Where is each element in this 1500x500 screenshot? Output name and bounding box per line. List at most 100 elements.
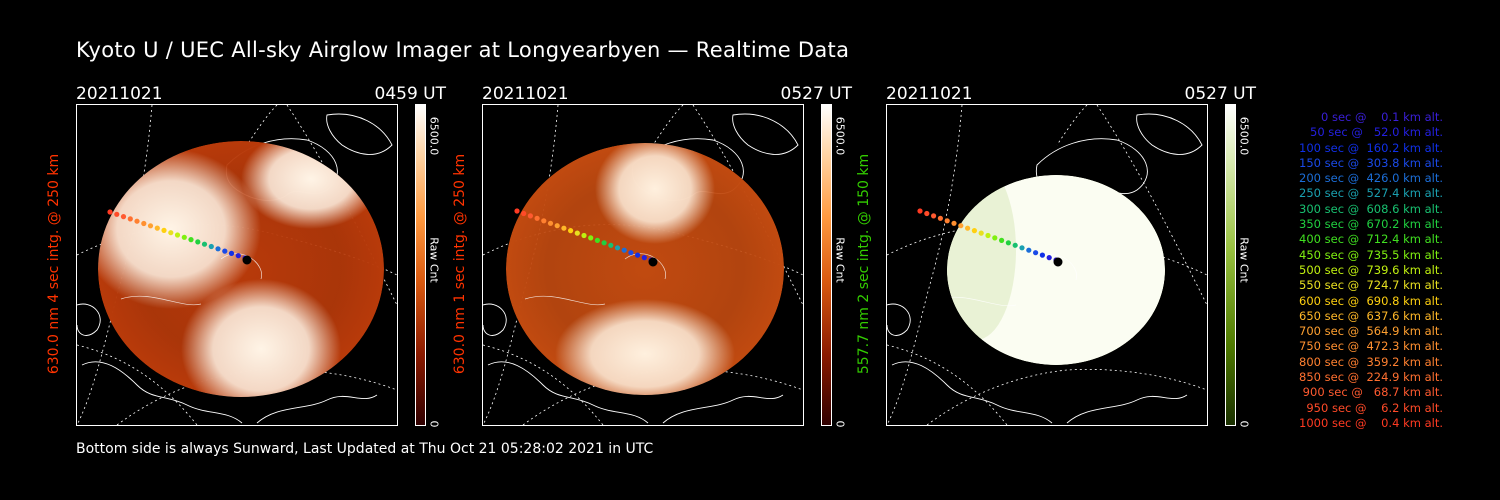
legend-row: 300 sec @ 608.6 km alt. [1295, 201, 1443, 216]
track-point [614, 245, 621, 251]
track-point [985, 232, 991, 239]
coastline-greenland [887, 303, 911, 336]
track-point [521, 210, 527, 217]
track-point [971, 228, 977, 234]
bright-region [595, 143, 715, 244]
track-point [628, 250, 634, 256]
track-point [188, 237, 194, 243]
track-point [541, 218, 547, 224]
track-point [1019, 245, 1025, 251]
legend-row: 350 sec @ 670.2 km alt. [1295, 217, 1443, 232]
track-point [999, 237, 1005, 243]
track-point [134, 218, 140, 224]
colorbar-max: 6500.0 [1237, 116, 1251, 156]
coastline-scandinavia [81, 361, 243, 424]
all-sky-image-frame [482, 104, 804, 426]
panel-time: 0527 UT [780, 84, 853, 104]
legend-row: 950 sec @ 6.2 km alt. [1302, 400, 1443, 415]
track-point [1033, 250, 1039, 256]
panel-ylabel: 630.0 nm 1 sec intg. @ 250 km [452, 153, 468, 375]
grid-line [246, 105, 278, 146]
track-point [161, 227, 167, 233]
track-point [924, 210, 930, 217]
page-title: Kyoto U / UEC All-sky Airglow Imager at … [76, 38, 850, 62]
legend-row: 550 sec @ 724.7 km alt. [1295, 278, 1443, 293]
panel-date: 20211021 [482, 84, 569, 104]
coastline-greenland [77, 303, 101, 336]
all-sky-image [77, 105, 397, 425]
track-point [527, 213, 533, 219]
legend-row: 50 sec @ 52.0 km alt. [1302, 125, 1443, 140]
track-point [114, 211, 120, 217]
coastline-franz-josef [326, 113, 393, 155]
track-point [1005, 240, 1011, 246]
colorbar-max: 6500.0 [833, 116, 847, 156]
grid-line [926, 368, 1207, 425]
legend-row: 450 sec @ 735.5 km alt. [1295, 247, 1443, 262]
legend-row: 400 sec @ 712.4 km alt. [1295, 232, 1443, 247]
track-point [228, 250, 235, 256]
colorbar-min: 0 [1237, 420, 1251, 428]
track-point [222, 248, 228, 254]
track-point [574, 230, 580, 236]
track-point [201, 241, 208, 247]
track-point [208, 243, 214, 250]
coastline-franz-josef [732, 113, 799, 155]
coastline-scandinavia [891, 361, 1053, 424]
bright-region [181, 279, 341, 397]
track-point [547, 220, 554, 226]
legend-row: 250 sec @ 527.4 km alt. [1295, 186, 1443, 201]
track-point [937, 215, 943, 221]
grid-line [652, 105, 684, 146]
grid-line [77, 344, 198, 425]
panel-2: 20211021 0527 UT 630.0 nm 1 sec intg. @ … [452, 84, 853, 430]
track-point [195, 239, 201, 245]
grid-line [887, 224, 1207, 276]
track-point [635, 252, 641, 258]
panel-1: 20211021 0459 UT 630.0 nm 4 sec intg. @ … [46, 84, 446, 430]
track-point [1026, 247, 1032, 253]
legend-row: 900 sec @ 68.7 km alt. [1299, 385, 1443, 400]
track-point [581, 232, 587, 239]
footer-note: Bottom side is always Sunward, Last Upda… [76, 441, 654, 457]
panel-ylabel: 557.7 nm 2 sec intg. @ 150 km [856, 153, 872, 375]
grid-line [1056, 105, 1088, 146]
sky-image [506, 143, 784, 395]
track-point [168, 230, 174, 236]
all-sky-image [887, 105, 1207, 425]
colorbar-unit: Raw Cnt [833, 237, 847, 283]
bright-region [241, 141, 381, 229]
satellite-track [107, 209, 252, 265]
grid-line [116, 368, 397, 425]
colorbar-min: 0 [833, 420, 847, 428]
track-point [215, 246, 221, 252]
coastline-franz-josef [1136, 113, 1203, 155]
track-point [608, 242, 614, 248]
track-point [1039, 252, 1045, 258]
track-point [568, 228, 574, 234]
satellite-track [514, 208, 658, 267]
colorbar [1225, 104, 1236, 426]
track-point [235, 253, 241, 259]
track-point [107, 209, 113, 215]
track-point [965, 225, 971, 231]
legend-row: 200 sec @ 426.0 km alt. [1295, 171, 1443, 186]
coastline-kola [662, 394, 784, 424]
track-point [181, 234, 187, 240]
legend-row: 800 sec @ 359.2 km alt. [1295, 354, 1443, 369]
track-point [154, 225, 160, 231]
track-point [174, 232, 181, 238]
track-point [951, 220, 957, 226]
track-point [1012, 242, 1018, 248]
colorbar [821, 104, 832, 426]
panel-3: 20211021 0527 UT 557.7 nm 2 sec intg. @ … [856, 84, 1256, 430]
satellite-track [917, 208, 1063, 267]
coastline [524, 295, 606, 306]
track-point [958, 223, 964, 229]
track-point [514, 208, 520, 214]
coastline-kola [1066, 394, 1188, 424]
station-marker [648, 257, 658, 267]
track-point [1046, 255, 1052, 261]
panel-date: 20211021 [76, 84, 163, 104]
colorbar [415, 104, 426, 426]
